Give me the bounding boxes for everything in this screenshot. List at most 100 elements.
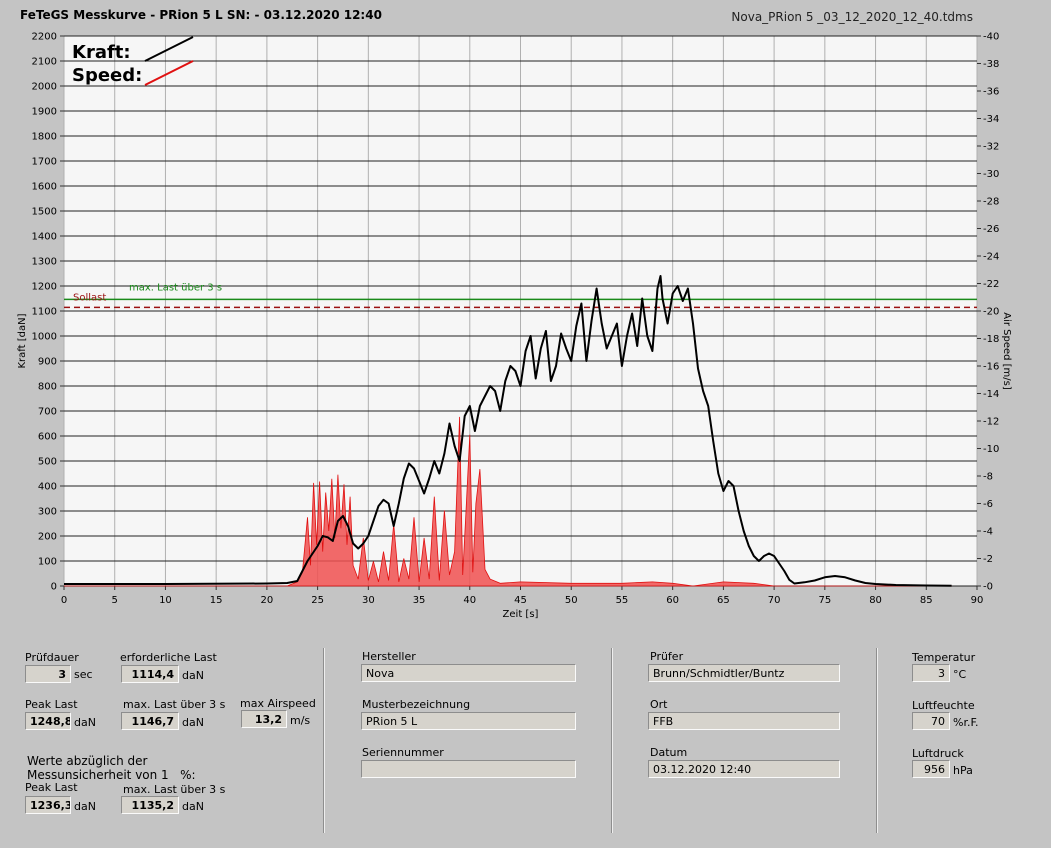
hersteller-field[interactable]: Nova xyxy=(361,664,576,682)
x-tick-label: 20 xyxy=(261,595,274,606)
y-tick-label-left: 1100 xyxy=(32,307,57,318)
x-tick-label: 85 xyxy=(920,595,933,606)
peak-last-label: Peak Last xyxy=(25,698,78,711)
x-tick-label: 45 xyxy=(514,595,527,606)
datum-label: Datum xyxy=(650,746,688,759)
luftdruck-label: Luftdruck xyxy=(912,747,964,760)
y-tick-label-left: 900 xyxy=(38,357,57,368)
x-tick-label: 80 xyxy=(869,595,882,606)
y-tick-label-left: 0 xyxy=(51,582,57,593)
datum-field[interactable]: 03.12.2020 12:40 xyxy=(648,760,840,778)
separator xyxy=(323,648,325,833)
y-tick-label-right: -24 xyxy=(983,252,999,263)
y-tick-label-right: -34 xyxy=(983,114,999,125)
x-tick-label: 40 xyxy=(463,595,476,606)
y-axis-label-left: Kraft [daN] xyxy=(17,313,28,368)
y-tick-label-right: -38 xyxy=(983,59,999,70)
y-tick-label-right: -36 xyxy=(983,87,999,98)
luftdruck-unit: hPa xyxy=(953,764,973,777)
y-tick-label-right: -30 xyxy=(983,169,999,180)
luftfeuchte-unit: %r.F. xyxy=(953,716,979,729)
max-last-unit: daN xyxy=(182,716,204,729)
separator xyxy=(611,648,613,833)
peak-last-field: 1248,8 xyxy=(25,712,71,730)
luftdruck-field: 956 xyxy=(912,760,950,778)
max-airspeed-label: max Airspeed xyxy=(240,697,316,710)
measurement-chart: 0 5 10 15 20 25 30 35 40 45 50 55 60 65 70 75 80 85 900100… xyxy=(17,32,1012,621)
temperatur-unit: °C xyxy=(953,668,967,681)
peak-last-adjusted-unit: daN xyxy=(74,800,96,813)
erforderliche-last-label: erforderliche Last xyxy=(120,651,217,664)
x-axis-label: Zeit [s] xyxy=(503,609,539,620)
pruefdauer-unit: sec xyxy=(74,668,93,681)
y-tick-label-left: 1400 xyxy=(32,232,57,243)
page-title: FeTeGS Messkurve - PRion 5 L SN: - 03.12… xyxy=(20,8,382,22)
y-tick-label-left: 2000 xyxy=(32,82,57,93)
y-tick-label-right: -32 xyxy=(983,142,999,153)
legend-speed-line xyxy=(144,60,194,86)
x-tick-label: 70 xyxy=(768,595,781,606)
x-tick-label: 55 xyxy=(616,595,629,606)
y-tick-label-left: 2200 xyxy=(32,32,57,43)
y-tick-label-right: -22 xyxy=(983,279,999,290)
luftfeuchte-field: 70 xyxy=(912,712,950,730)
y-tick-label-left: 200 xyxy=(38,532,57,543)
ort-field[interactable]: FFB xyxy=(648,712,840,730)
max-last-field: 1146,7 xyxy=(121,712,179,730)
max-last-label: max. Last über 3 s xyxy=(123,698,226,711)
erforderliche-last-unit: daN xyxy=(182,669,204,682)
erforderliche-last-field: 1114,4 xyxy=(121,665,179,683)
temperatur-label: Temperatur xyxy=(912,651,976,664)
y-tick-label-right: -8 xyxy=(983,472,993,483)
seriennummer-label: Seriennummer xyxy=(362,746,444,759)
x-tick-label: 10 xyxy=(159,595,172,606)
x-tick-label: 75 xyxy=(818,595,831,606)
y-tick-label-right: -14 xyxy=(983,389,999,400)
y-tick-label-left: 300 xyxy=(38,507,57,518)
pruefer-field[interactable]: Brunn/Schmidtler/Buntz xyxy=(648,664,840,682)
y-tick-label-right: -10 xyxy=(983,444,999,455)
x-tick-label: 65 xyxy=(717,595,730,606)
y-tick-label-right: -26 xyxy=(983,224,999,235)
y-tick-label-left: 1700 xyxy=(32,157,57,168)
x-tick-label: 30 xyxy=(362,595,375,606)
y-tick-label-right: -16 xyxy=(983,362,999,373)
y-tick-label-left: 100 xyxy=(38,557,57,568)
x-tick-label: 90 xyxy=(971,595,984,606)
legend-kraft-line xyxy=(144,36,194,62)
sollast-line-label: Sollast xyxy=(73,292,106,303)
y-tick-label-left: 1600 xyxy=(32,182,57,193)
y-tick-label-right: -40 xyxy=(983,32,999,43)
seriennummer-field[interactable] xyxy=(361,760,576,778)
musterbezeichnung-field[interactable]: PRion 5 L xyxy=(361,712,576,730)
y-tick-label-right: -2 xyxy=(983,554,993,565)
legend-speed-label: Speed: xyxy=(72,65,142,86)
x-tick-label: 25 xyxy=(311,595,324,606)
y-tick-label-left: 800 xyxy=(38,382,57,393)
y-tick-label-right: -18 xyxy=(983,334,999,345)
luftfeuchte-label: Luftfeuchte xyxy=(912,699,975,712)
y-tick-label-left: 1800 xyxy=(32,132,57,143)
x-tick-label: 15 xyxy=(210,595,223,606)
file-name: Nova_PRion 5 _03_12_2020_12_40.tdms xyxy=(731,10,973,24)
force-series xyxy=(64,275,952,587)
peak-last-adjusted-field: 1236,3 xyxy=(25,796,71,814)
y-tick-label-left: 700 xyxy=(38,407,57,418)
temperatur-field: 3 xyxy=(912,664,950,682)
y-tick-label-right: -20 xyxy=(983,307,999,318)
max-airspeed-unit: m/s xyxy=(290,714,311,727)
hersteller-label: Hersteller xyxy=(362,650,416,663)
pruefdauer-field: 3 xyxy=(25,665,71,683)
y-tick-label-right: -4 xyxy=(983,527,993,538)
y-tick-label-left: 1300 xyxy=(32,257,57,268)
y-tick-label-left: 500 xyxy=(38,457,57,468)
x-tick-label: 50 xyxy=(565,595,578,606)
y-tick-label-right: -28 xyxy=(983,197,999,208)
max-last-adjusted-unit: daN xyxy=(182,800,204,813)
musterbezeichnung-label: Musterbezeichnung xyxy=(362,698,471,711)
peak-last-adjusted-label: Peak Last xyxy=(25,781,78,794)
legend-kraft-label: Kraft: xyxy=(72,42,131,63)
peak-last-unit: daN xyxy=(74,716,96,729)
y-tick-label-left: 1900 xyxy=(32,107,57,118)
max-last-adjusted-label: max. Last über 3 s xyxy=(123,783,226,796)
